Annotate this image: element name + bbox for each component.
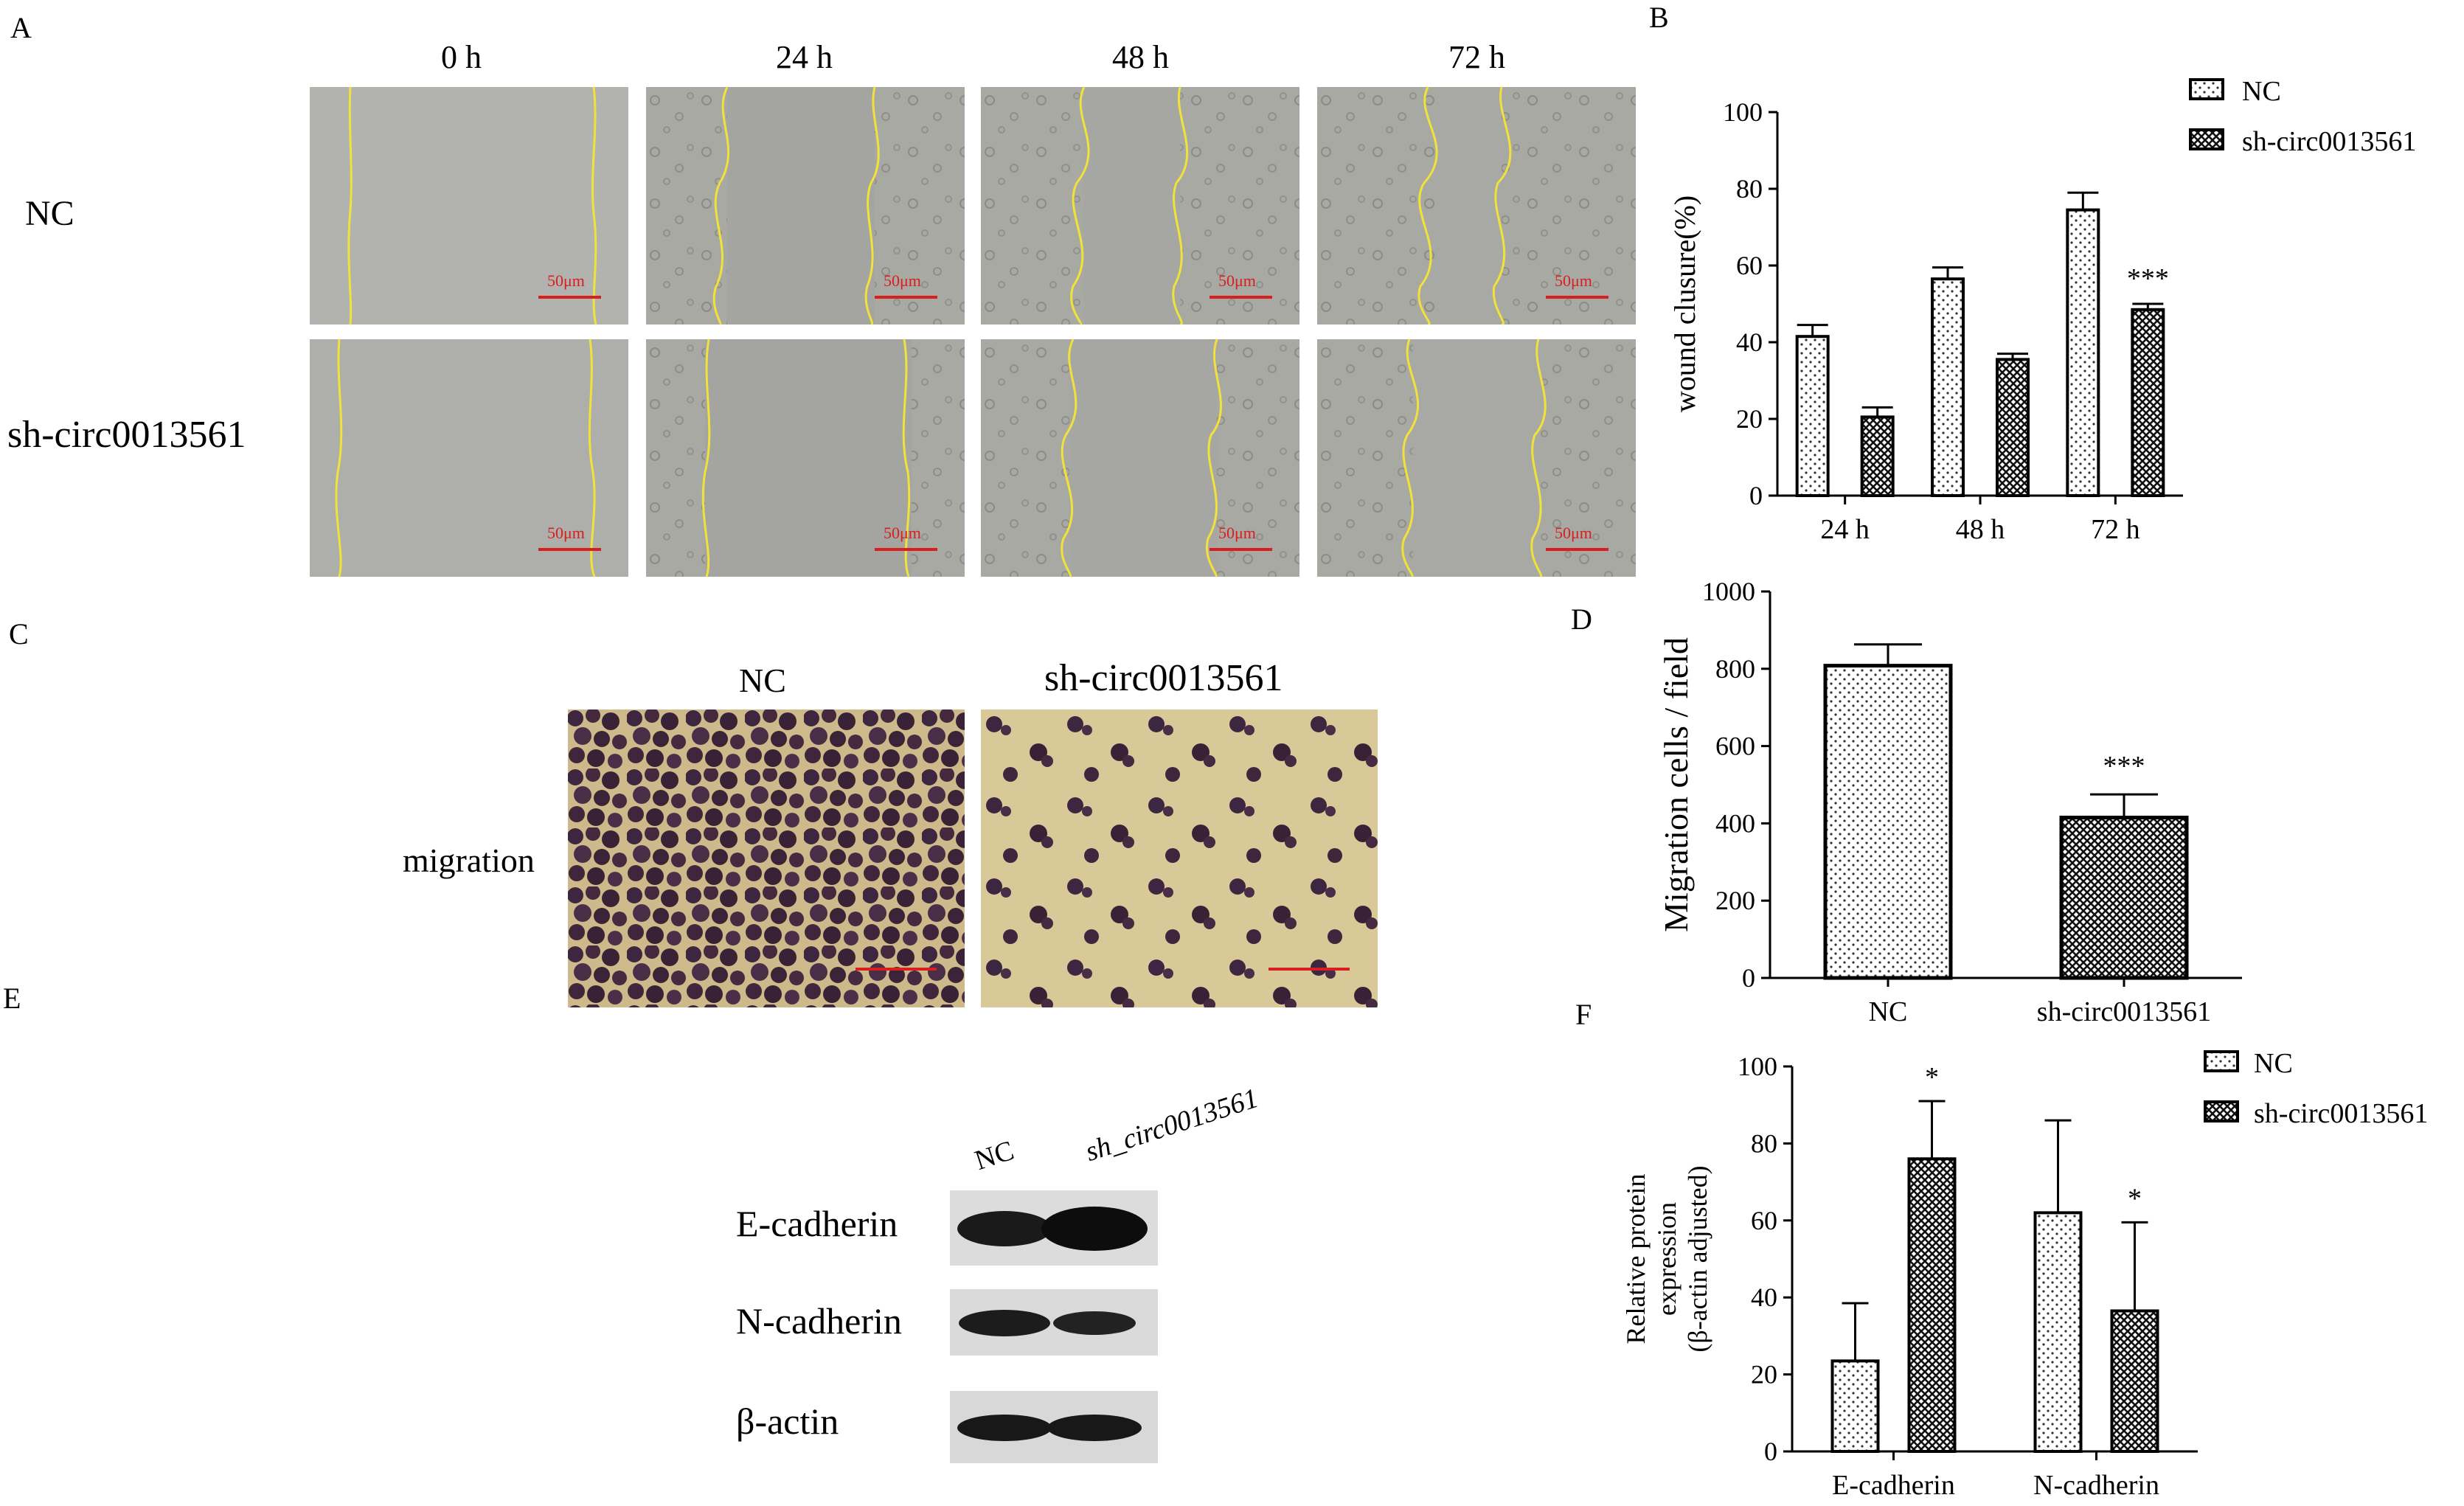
y-tick-label: 0 — [1749, 481, 1763, 510]
y-tick-label: 800 — [1715, 654, 1755, 684]
panel-label-b: B — [1649, 1, 1669, 34]
wound-image-nc-0h: 50μm — [310, 87, 628, 325]
legend-label-sh: sh-circ0013561 — [2242, 126, 2416, 157]
panel-label-a: A — [10, 11, 32, 44]
scale-bar-label: 50μm — [1555, 524, 1592, 542]
x-tick-label: 24 h — [1820, 514, 1870, 545]
transwell-image-nc — [568, 709, 965, 1007]
significance-marker: *** — [2103, 751, 2145, 782]
blot-strip-ncadherin — [950, 1289, 1158, 1356]
chart-b-wound-closure: 0 20 40 60 80 100 wound clusure(%) 24 h 48 h 72 h… — [1668, 76, 2416, 545]
wound-image-sh-48h: 50μm — [981, 339, 1299, 577]
blot-lane-label-nc: NC — [971, 1134, 1018, 1177]
bar-nc — [2033, 1211, 2083, 1454]
x-tick-label: 48 h — [1956, 514, 2005, 545]
wound-image-sh-0h: 50μm — [310, 339, 628, 577]
significance-marker: * — [2128, 1183, 2142, 1214]
x-tick-label: 72 h — [2091, 514, 2140, 545]
legend-swatch-sh — [2204, 1100, 2239, 1122]
wound-image-nc-72h: 50μm — [1317, 87, 1636, 325]
bar-sh — [2059, 816, 2189, 980]
timepoint-label-24h: 24 h — [776, 39, 833, 75]
bar-sh — [1996, 358, 2030, 497]
chart-d-migration-cells: 0 200 400 600 800 1000 Migration cells / field… — [1657, 577, 2242, 1027]
y-tick-label: 20 — [1736, 404, 1763, 434]
y-tick-label: 100 — [1738, 1052, 1777, 1081]
blot-protein-label-bactin: β-actin — [736, 1401, 839, 1442]
y-axis-label: (β-actin adjusted) — [1683, 1165, 1712, 1352]
panel-label-c: C — [9, 617, 29, 650]
bar-sh — [1907, 1157, 1957, 1453]
transwell-image-sh — [981, 709, 1378, 1007]
panel-label-d: D — [1571, 603, 1592, 636]
scale-bar-label: 50μm — [1218, 271, 1256, 290]
bar-sh — [1860, 415, 1895, 497]
bar-nc — [1823, 664, 1953, 980]
wound-image-sh-72h: 50μm — [1317, 339, 1636, 577]
wound-image-nc-24h: 50μm — [646, 87, 965, 325]
timepoint-label-48h: 48 h — [1112, 39, 1169, 75]
y-tick-label: 20 — [1751, 1360, 1777, 1389]
y-axis-label: expression — [1652, 1202, 1682, 1316]
y-tick-label: 0 — [1742, 963, 1755, 993]
legend-swatch-nc — [2189, 78, 2224, 100]
x-tick-label: E-cadherin — [1832, 1470, 1955, 1501]
scale-bar-label: 50μm — [1218, 524, 1256, 542]
scale-bar-label: 50μm — [884, 524, 921, 542]
y-tick-label: 0 — [1764, 1437, 1777, 1466]
transwell-column-label-nc: NC — [739, 662, 786, 699]
legend-label-nc: NC — [2254, 1048, 2293, 1079]
x-tick-label: NC — [1869, 996, 1908, 1027]
y-tick-label: 60 — [1751, 1206, 1777, 1235]
significance-marker: *** — [2127, 263, 2169, 294]
y-tick-label: 80 — [1751, 1128, 1777, 1158]
chart-f-protein-expression: 0 20 40 60 80 100 Relative protein expression (β… — [1621, 1048, 2428, 1501]
legend-swatch-nc — [2204, 1050, 2239, 1072]
y-tick-label: 40 — [1736, 327, 1763, 357]
legend-label-nc: NC — [2242, 76, 2281, 107]
y-tick-label: 600 — [1715, 732, 1755, 761]
row-label-nc: NC — [25, 194, 74, 233]
transwell-column-label-sh: sh-circ0013561 — [1044, 657, 1283, 699]
timepoint-label-0h: 0 h — [441, 39, 482, 75]
wound-image-sh-24h: 50μm — [646, 339, 965, 577]
legend-swatch-sh — [2189, 128, 2224, 150]
blot-protein-label-ecadherin: E-cadherin — [736, 1203, 898, 1244]
significance-marker: * — [1925, 1062, 1939, 1093]
transwell-row-label-migration: migration — [403, 842, 535, 879]
bar-nc — [2066, 208, 2100, 497]
x-tick-label: N-cadherin — [2033, 1470, 2159, 1501]
y-tick-label: 60 — [1736, 251, 1763, 280]
y-axis-label: Relative protein — [1621, 1174, 1651, 1344]
wound-image-nc-48h: 50μm — [981, 87, 1299, 325]
legend-label-sh: sh-circ0013561 — [2254, 1098, 2428, 1129]
scale-bar-label: 50μm — [1555, 271, 1592, 290]
y-tick-label: 100 — [1723, 97, 1763, 127]
y-tick-label: 200 — [1715, 886, 1755, 915]
scale-bar-label: 50μm — [884, 271, 921, 290]
y-tick-label: 1000 — [1702, 577, 1755, 606]
y-axis-label: wound clusure(%) — [1668, 195, 1701, 412]
x-tick-label: sh-circ0013561 — [2037, 996, 2211, 1027]
timepoint-label-72h: 72 h — [1448, 39, 1505, 75]
blot-protein-label-ncadherin: N-cadherin — [736, 1300, 902, 1342]
row-label-sh: sh-circ0013561 — [7, 414, 246, 456]
scale-bar-label: 50μm — [547, 271, 585, 290]
panel-label-f: F — [1575, 998, 1592, 1031]
y-tick-label: 80 — [1736, 174, 1763, 204]
scale-bar-label: 50μm — [547, 524, 585, 542]
blot-strip-bactin — [950, 1391, 1158, 1463]
y-tick-label: 400 — [1715, 808, 1755, 838]
blot-strip-ecadherin — [950, 1190, 1158, 1266]
bar-sh — [2110, 1309, 2159, 1453]
blot-lane-label-sh: sh_circ0013561 — [1081, 1082, 1263, 1168]
y-axis-label: Migration cells / field — [1657, 637, 1695, 932]
y-tick-label: 40 — [1751, 1283, 1777, 1312]
bar-nc — [1830, 1359, 1880, 1453]
bar-nc — [1931, 277, 1965, 497]
bar-nc — [1795, 335, 1830, 498]
bar-sh — [2131, 308, 2165, 497]
panel-label-e: E — [3, 982, 21, 1015]
